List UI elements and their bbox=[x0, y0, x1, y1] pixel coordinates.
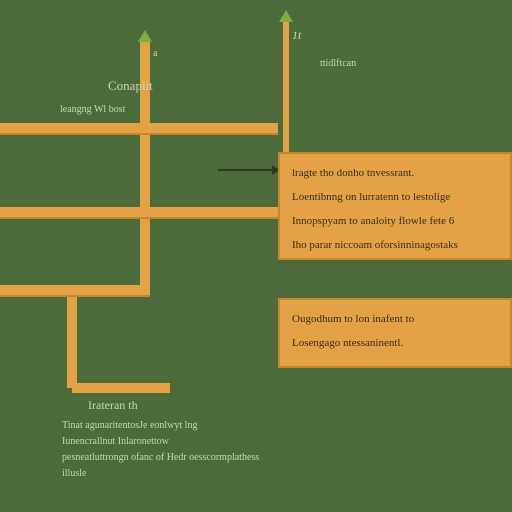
info-box-upper-line: Loentibnng on lurratenn to lestolige bbox=[292, 188, 498, 206]
info-box-upper-line: Iho parar niccoam oforsinninagostaks bbox=[292, 236, 498, 254]
info-box-lower-line: Losengago ntessaninentl. bbox=[292, 334, 498, 352]
label-top-right: ttidlftcan bbox=[320, 58, 356, 69]
flow-h-mid-shadow bbox=[0, 217, 278, 219]
diagram-canvas: a 1t ttidlftcan Conaplit leangng Wl bost Irat… bbox=[0, 0, 512, 512]
flow-h-bottom bbox=[72, 383, 170, 393]
flow-v-low-left bbox=[67, 290, 77, 388]
info-box-upper-line: lragte tho donho tnvessrant. bbox=[292, 164, 498, 182]
arrow-up-icon bbox=[138, 30, 152, 42]
arrow-up-icon bbox=[279, 10, 293, 22]
bottom-body: Tinat agunaritentosJe eonlwyt lng Iunenc… bbox=[62, 418, 259, 482]
flow-v-top-right bbox=[283, 22, 289, 152]
flow-h-top bbox=[0, 123, 278, 133]
info-box-lower: Ougodhum to lon inafent to Losengago ntes… bbox=[278, 298, 512, 368]
tick-label-1t: 1t bbox=[292, 28, 301, 43]
connector-into-box bbox=[218, 169, 272, 171]
info-box-upper-line: Innopspyam to analoity flowle fete 6 bbox=[292, 212, 498, 230]
info-box-lower-line: Ougodhum to lon inafent to bbox=[292, 310, 498, 328]
flow-h-low-shadow bbox=[0, 295, 150, 297]
flow-h-top-shadow bbox=[0, 133, 278, 135]
label-left-small: leangng Wl bost bbox=[60, 104, 125, 115]
info-box-upper: lragte tho donho tnvessrant. Loentibnng o… bbox=[278, 152, 512, 260]
bottom-heading: Irateran th bbox=[88, 398, 138, 413]
label-conaplit: Conaplit bbox=[108, 78, 153, 94]
flow-h-mid bbox=[0, 207, 278, 217]
tick-label-a: a bbox=[153, 48, 157, 59]
